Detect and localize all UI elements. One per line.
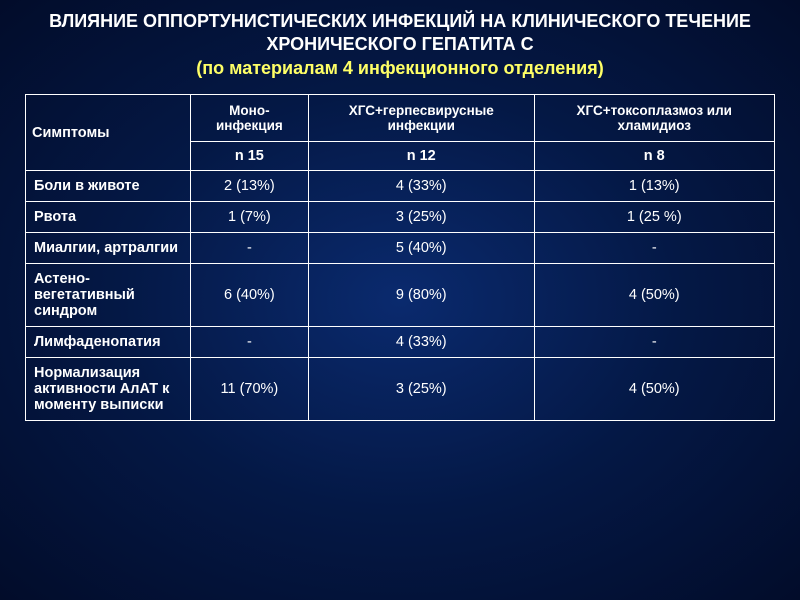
title-sub: (по материалам 4 инфекционного отделения… <box>196 58 603 78</box>
title-main: ВЛИЯНИЕ ОППОРТУНИСТИЧЕСКИХ ИНФЕКЦИЙ НА К… <box>49 11 751 54</box>
cell: - <box>534 233 774 264</box>
table-row: Нормализация активности АлАТ к моменту в… <box>26 358 775 421</box>
cell: 1 (25 %) <box>534 202 774 233</box>
row-label: Рвота <box>26 202 191 233</box>
table-row: Лимфаденопатия - 4 (33%) - <box>26 327 775 358</box>
cell: 5 (40%) <box>308 233 534 264</box>
col-header-symptoms: Симптомы <box>26 95 191 171</box>
table-row: Рвота 1 (7%) 3 (25%) 1 (25 %) <box>26 202 775 233</box>
cell: 1 (13%) <box>534 171 774 202</box>
n-herpes: n 12 <box>308 142 534 171</box>
n-toxo: n 8 <box>534 142 774 171</box>
cell: 2 (13%) <box>190 171 308 202</box>
table-header-row: Симптомы Моно-инфекция ХГС+герпесвирусны… <box>26 95 775 142</box>
table-row: Астено-вегетативный синдром 6 (40%) 9 (8… <box>26 264 775 327</box>
cell: 9 (80%) <box>308 264 534 327</box>
cell: 3 (25%) <box>308 202 534 233</box>
cell: 3 (25%) <box>308 358 534 421</box>
cell: 4 (50%) <box>534 358 774 421</box>
cell: 4 (50%) <box>534 264 774 327</box>
col-header-mono: Моно-инфекция <box>190 95 308 142</box>
n-mono: n 15 <box>190 142 308 171</box>
table-row: Боли в животе 2 (13%) 4 (33%) 1 (13%) <box>26 171 775 202</box>
row-label: Лимфаденопатия <box>26 327 191 358</box>
row-label: Нормализация активности АлАТ к моменту в… <box>26 358 191 421</box>
row-label: Астено-вегетативный синдром <box>26 264 191 327</box>
cell: 11 (70%) <box>190 358 308 421</box>
cell: - <box>190 327 308 358</box>
cell: - <box>190 233 308 264</box>
col-header-toxo: ХГС+токсоплазмоз или хламидиоз <box>534 95 774 142</box>
cell: 1 (7%) <box>190 202 308 233</box>
cell: 6 (40%) <box>190 264 308 327</box>
data-table: Симптомы Моно-инфекция ХГС+герпесвирусны… <box>25 94 775 421</box>
row-label: Боли в животе <box>26 171 191 202</box>
cell: - <box>534 327 774 358</box>
slide-title: ВЛИЯНИЕ ОППОРТУНИСТИЧЕСКИХ ИНФЕКЦИЙ НА К… <box>25 10 775 80</box>
cell: 4 (33%) <box>308 327 534 358</box>
cell: 4 (33%) <box>308 171 534 202</box>
row-label: Миалгии, артралгии <box>26 233 191 264</box>
col-header-herpes: ХГС+герпесвирусные инфекции <box>308 95 534 142</box>
table-row: Миалгии, артралгии - 5 (40%) - <box>26 233 775 264</box>
